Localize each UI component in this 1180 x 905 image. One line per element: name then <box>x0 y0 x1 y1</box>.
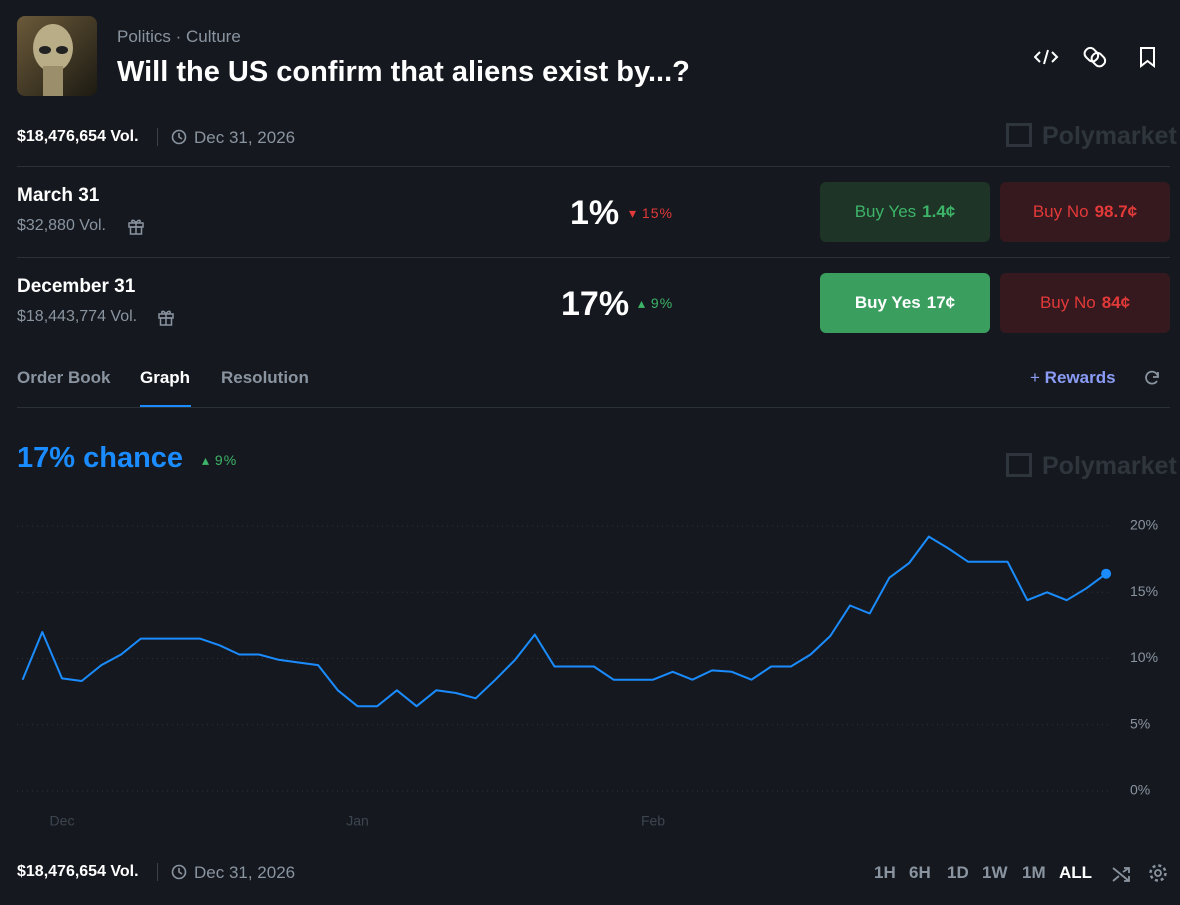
market-title: Will the US confirm that aliens exist by… <box>117 56 690 88</box>
y-tick-label: 15% <box>1130 583 1158 599</box>
button-label: Buy No <box>1039 293 1096 312</box>
chart-change: ▴ 9% <box>202 452 238 468</box>
brand-text: Polymarket <box>1042 122 1177 150</box>
separator <box>17 166 1170 167</box>
market-chance: 17% <box>561 285 630 323</box>
range-button[interactable]: 1H <box>874 863 896 882</box>
category[interactable]: Politics <box>117 27 171 46</box>
change-value: 9% <box>650 295 674 311</box>
action-icons <box>1034 46 1155 69</box>
y-tick-label: 0% <box>1130 782 1150 798</box>
market-image <box>17 16 97 96</box>
tab-active[interactable]: Graph <box>140 368 191 387</box>
bookmark-icon[interactable] <box>1140 47 1155 69</box>
change-value: 15% <box>641 205 673 221</box>
market-name: March 31 <box>17 185 100 206</box>
buy-yes-button[interactable]: Buy Yes 1.4¢ <box>820 182 990 242</box>
market-chance: 1% <box>570 194 620 232</box>
divider <box>157 128 158 146</box>
market-volume: $32,880 Vol. <box>17 217 106 234</box>
refresh-icon[interactable] <box>1143 369 1161 387</box>
x-tick-label: Dec <box>50 813 75 829</box>
gift-icon <box>158 310 174 326</box>
gift-icon <box>128 219 144 235</box>
clock-icon <box>171 864 187 880</box>
x-tick-label: Jan <box>346 813 369 829</box>
volume: $18,476,654 Vol. <box>17 128 139 145</box>
shuffle-icon[interactable] <box>1111 864 1131 884</box>
market-change: ▴ 9% <box>638 295 674 311</box>
market-change: ▾ 15% <box>629 205 673 221</box>
buy-no-button[interactable]: Buy No 84¢ <box>1000 273 1170 333</box>
price-line <box>21 535 1107 708</box>
y-tick-label: 5% <box>1130 715 1150 731</box>
y-tick-label: 20% <box>1130 517 1158 533</box>
breadcrumbs: Politics · Culture <box>117 27 241 46</box>
y-tick-label: 10% <box>1130 649 1158 665</box>
last-point <box>1101 568 1112 579</box>
buy-yes-button[interactable]: Buy Yes 17¢ <box>820 273 990 333</box>
buy-no-button[interactable]: Buy No 98.7¢ <box>1000 182 1170 242</box>
end-date: Dec 31, 2026 <box>194 863 296 882</box>
x-tick-label: Feb <box>641 813 665 829</box>
button-price: 1.4¢ <box>922 202 956 221</box>
divider <box>157 863 158 881</box>
market-volume: $18,443,774 Vol. <box>17 308 138 325</box>
tab[interactable]: Resolution <box>221 368 309 387</box>
tab[interactable]: Order Book <box>17 368 111 387</box>
chart-title: 17% chance <box>17 442 184 474</box>
button-price: 98.7¢ <box>1094 202 1138 221</box>
separator <box>17 257 1170 258</box>
button-label: Buy Yes <box>854 202 917 221</box>
range-button[interactable]: 6H <box>909 863 931 882</box>
clock-icon <box>171 129 187 145</box>
category[interactable]: Culture <box>185 27 241 46</box>
button-label: Buy Yes <box>854 293 921 312</box>
button-price: 17¢ <box>926 293 956 312</box>
change-value: 9% <box>214 452 238 468</box>
embed-icon[interactable] <box>1034 49 1059 65</box>
range-button[interactable]: 1M <box>1022 863 1046 882</box>
settings-icon[interactable] <box>1148 863 1168 883</box>
rewards-label: Rewards <box>1044 368 1116 387</box>
chart-brand: Polymarket <box>1006 452 1177 481</box>
market-name: December 31 <box>17 276 136 297</box>
rewards-link[interactable]: + Rewards <box>1030 368 1116 387</box>
button-price: 84¢ <box>1101 293 1131 312</box>
button-label: Buy No <box>1032 202 1089 221</box>
range-button[interactable]: 1W <box>982 863 1008 882</box>
tab-indicator <box>140 405 191 407</box>
separator <box>17 407 1170 408</box>
end-date: Dec 31, 2026 <box>194 128 296 147</box>
range-button-active[interactable]: ALL <box>1059 863 1093 882</box>
brand-text: Polymarket <box>1042 452 1177 480</box>
range-button[interactable]: 1D <box>947 863 969 882</box>
brand: Polymarket <box>1006 122 1177 151</box>
link-icon[interactable] <box>1083 46 1108 69</box>
volume: $18,476,654 Vol. <box>17 863 139 880</box>
